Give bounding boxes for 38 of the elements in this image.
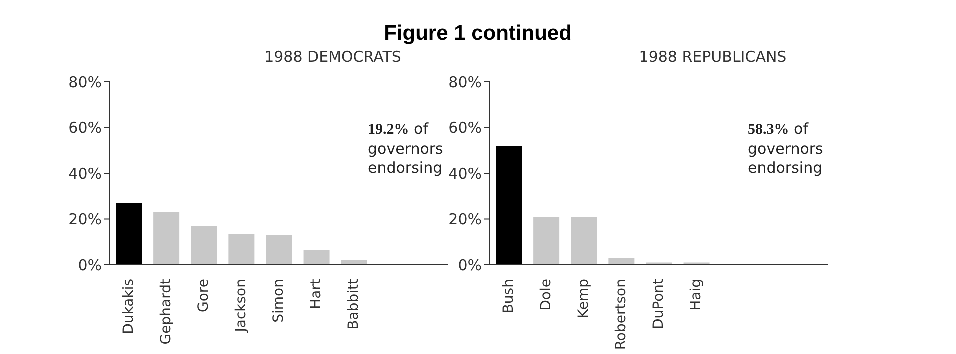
y-tick-label: 40%: [448, 164, 482, 183]
bar: [228, 234, 255, 265]
x-tick-label: Bush: [500, 279, 517, 314]
bar: [154, 212, 180, 265]
x-tick-label: Hart: [308, 278, 325, 310]
y-tick-label: 20%: [448, 210, 482, 229]
bar: [608, 258, 635, 265]
chart-title: Figure 1 continued: [383, 22, 573, 46]
x-tick-label: Robertson: [613, 279, 630, 350]
x-tick-label: Kemp: [576, 278, 592, 319]
bar: [534, 216, 560, 265]
annotation: 58.3% of governors endorsing: [748, 120, 824, 178]
x-tick-label: Dole: [538, 279, 554, 311]
y-tick-label: 20%: [68, 210, 102, 229]
bar: [116, 203, 142, 265]
x-tick-label: Gore: [196, 279, 212, 312]
bar: [304, 250, 330, 265]
chart-subtitle: 1988 REPUBLICANS: [638, 48, 788, 66]
chart-subtitle: 1988 DEMOCRATS: [264, 48, 402, 66]
y-tick-label: 80%: [448, 73, 482, 92]
x-tick-label: Simon: [271, 279, 287, 323]
bar: [571, 216, 598, 265]
y-tick-label: 0%: [458, 256, 482, 274]
x-tick-label: Jackson: [233, 279, 250, 334]
x-tick-label: Babbitt: [346, 278, 362, 330]
y-tick-label: 40%: [68, 164, 102, 183]
y-tick-label: 60%: [448, 119, 482, 138]
y-tick-label: 60%: [68, 119, 102, 138]
x-tick-label: Gephardt: [158, 278, 174, 345]
x-tick-label: Haig: [688, 279, 705, 311]
y-tick-label: 80%: [68, 73, 102, 92]
bar: [266, 235, 292, 265]
y-tick-label: 0%: [78, 256, 102, 274]
x-tick-label: Dukakis: [120, 279, 137, 334]
x-tick-label: DuPont: [651, 278, 667, 330]
bar: [496, 146, 522, 265]
annotation: 19.2% of governors endorsing: [368, 120, 444, 178]
bar: [191, 226, 218, 265]
